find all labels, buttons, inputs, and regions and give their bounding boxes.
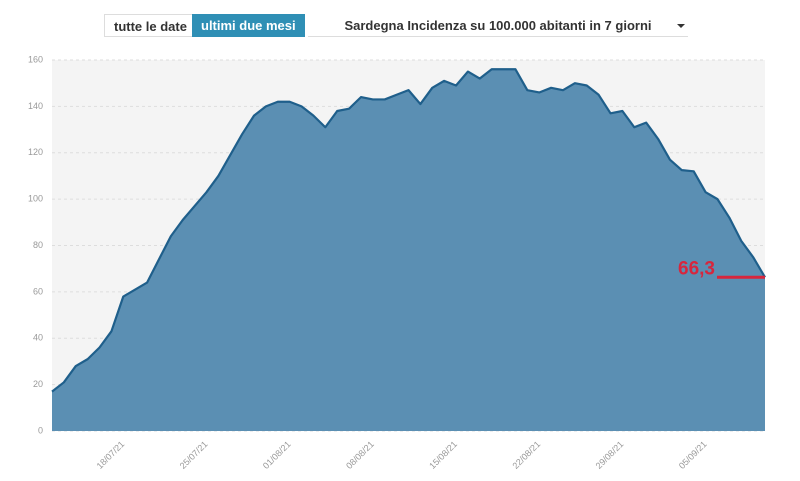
line <box>51 68 766 393</box>
x-tick-label: 29/08/21 <box>594 439 626 471</box>
all-dates-button[interactable]: tutte le date <box>104 14 197 37</box>
x-tick-label: 25/07/21 <box>178 439 210 471</box>
last-two-months-button[interactable]: ultimi due mesi <box>192 14 305 37</box>
x-tick-label: 01/08/21 <box>261 439 293 471</box>
indicator-dropdown[interactable]: Sardegna Incidenza su 100.000 abitanti i… <box>308 14 688 37</box>
y-tick-label: 0 <box>38 425 43 435</box>
area <box>52 69 765 432</box>
y-tick-label: 100 <box>28 194 43 204</box>
x-tick-label: 22/08/21 <box>510 439 542 471</box>
x-tick-label: 05/09/21 <box>677 439 709 471</box>
annotation-label: 66,3 <box>678 258 715 279</box>
x-tick-label: 15/08/21 <box>427 439 459 471</box>
x-tick-label: 18/07/21 <box>95 439 127 471</box>
y-tick-label: 80 <box>33 240 43 250</box>
y-tick-label: 140 <box>28 101 43 111</box>
x-tick-label: 08/08/21 <box>344 439 376 471</box>
y-tick-label: 160 <box>28 54 43 64</box>
y-tick-label: 60 <box>33 286 43 296</box>
y-tick-label: 120 <box>28 147 43 157</box>
y-tick-label: 40 <box>33 333 43 343</box>
y-tick-label: 20 <box>33 379 43 389</box>
